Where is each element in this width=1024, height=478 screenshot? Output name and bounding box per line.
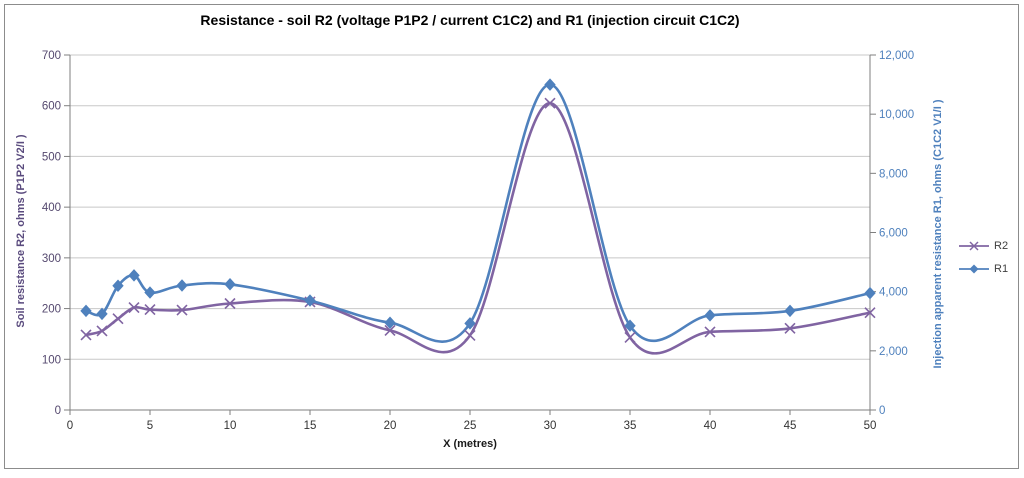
marker-r2 xyxy=(80,329,92,341)
x-axis-tick-label: 5 xyxy=(147,420,153,432)
left-axis-tick-label: 0 xyxy=(55,405,61,417)
x-axis-tick-label: 25 xyxy=(464,420,477,432)
right-axis-tick-label: 8,000 xyxy=(879,168,908,180)
marker-r1 xyxy=(384,316,396,329)
left-axis-tick-label: 100 xyxy=(42,354,61,366)
marker-r1 xyxy=(224,278,236,291)
right-axis-tick-label: 12,000 xyxy=(879,50,914,62)
x-axis-tick-label: 30 xyxy=(544,420,557,432)
x-axis-tick-label: 20 xyxy=(384,420,397,432)
marker-r2 xyxy=(224,297,236,310)
marker-r2 xyxy=(624,331,636,344)
marker-r1 xyxy=(128,269,140,282)
marker-r2 xyxy=(544,97,556,109)
left-axis-title: Soil resistance R2, ohms (P1P2 V2/I ) xyxy=(15,134,27,328)
marker-r2 xyxy=(144,304,156,316)
marker-r1 xyxy=(864,286,876,300)
marker-r2 xyxy=(128,301,140,314)
x-axis-title: X (metres) xyxy=(443,438,497,450)
left-axis-tick-label: 700 xyxy=(42,50,61,62)
x-axis-tick-label: 50 xyxy=(864,420,877,432)
marker-r2 xyxy=(464,329,476,342)
right-axis-tick-label: 2,000 xyxy=(879,346,908,358)
right-axis-tick-label: 0 xyxy=(879,405,885,417)
marker-r1 xyxy=(624,319,636,332)
marker-r1 xyxy=(304,294,316,307)
marker-r1 xyxy=(176,279,188,292)
legend-label-r2: R2 xyxy=(994,239,1009,252)
legend-marker-r1 xyxy=(959,264,989,273)
left-axis-tick-label: 400 xyxy=(42,202,61,214)
x-axis-tick-label: 40 xyxy=(704,420,717,432)
left-axis-tick-label: 200 xyxy=(42,304,61,316)
marker-r2 xyxy=(784,322,796,334)
left-axis-tick-label: 600 xyxy=(42,101,61,113)
chart-title: Resistance - soil R2 (voltage P1P2 / cur… xyxy=(200,12,740,28)
x-axis-tick-label: 45 xyxy=(784,420,797,432)
x-axis-tick-label: 35 xyxy=(624,420,637,432)
legend: R2 R1 xyxy=(958,234,1008,280)
marker-r2 xyxy=(704,326,716,338)
marker-r2 xyxy=(384,324,396,336)
legend-item-r2: R2 xyxy=(958,234,1008,257)
marker-r2 xyxy=(112,313,124,325)
right-axis-title: Injection apparent resistance R1, ohms (… xyxy=(932,99,944,369)
marker-r1 xyxy=(464,317,476,330)
marker-r1 xyxy=(784,304,796,318)
series-line-r2 xyxy=(84,101,872,355)
legend-marker-r2 xyxy=(959,240,989,251)
x-axis-tick-label: 10 xyxy=(224,420,237,432)
marker-r1 xyxy=(80,304,92,318)
marker-r1 xyxy=(704,309,716,322)
marker-r2 xyxy=(864,307,876,319)
marker-r1 xyxy=(96,307,108,321)
x-axis-tick-label: 15 xyxy=(304,420,317,432)
marker-r1 xyxy=(544,78,556,91)
right-axis-tick-label: 10,000 xyxy=(879,109,914,121)
marker-r2 xyxy=(176,304,188,316)
series-line-r1 xyxy=(84,83,872,343)
legend-item-r1: R1 xyxy=(958,257,1008,280)
left-axis-tick-label: 500 xyxy=(42,151,61,163)
right-axis-tick-label: 4,000 xyxy=(879,287,908,299)
legend-label-r1: R1 xyxy=(994,262,1009,275)
marker-r1 xyxy=(112,279,124,292)
chart-outer-border xyxy=(4,4,1019,469)
marker-r1 xyxy=(144,286,156,299)
marker-r2 xyxy=(96,325,108,337)
left-axis-tick-label: 300 xyxy=(42,253,61,265)
right-axis-tick-label: 6,000 xyxy=(879,228,908,240)
x-axis-tick-label: 0 xyxy=(67,420,73,432)
